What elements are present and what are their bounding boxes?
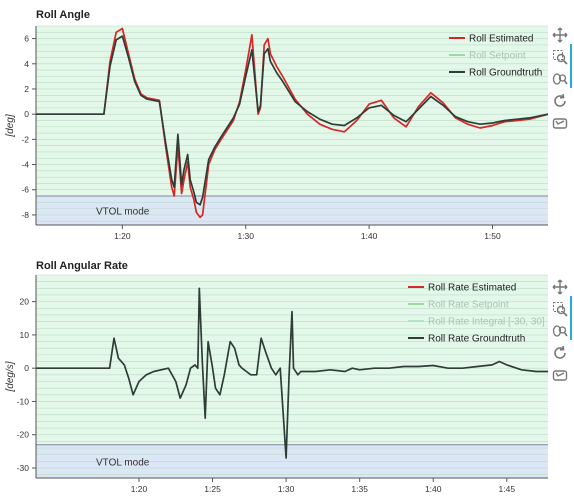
legend-label: Roll Rate Setpoint (428, 300, 509, 311)
y-tick-label: -30 (17, 463, 30, 473)
wheel-zoom-icon[interactable] (551, 70, 569, 88)
x-tick-label: 1:20 (131, 484, 148, 494)
y-tick-label: 6 (24, 34, 29, 44)
y-tick-label: 20 (20, 297, 30, 307)
legend-label: Roll Rate Estimated (428, 283, 516, 294)
save-icon[interactable] (551, 366, 569, 384)
legend-label: Roll Estimated (469, 34, 533, 45)
y-tick-label: 10 (20, 330, 30, 340)
y-tick-label: -2 (21, 134, 29, 144)
save-icon[interactable] (551, 114, 569, 132)
x-tick-label: 1:25 (204, 484, 221, 494)
roll-angle-chart[interactable]: VTOL mode -8 -6 -4 -2 0 2 4 6 1:20 1:30 1:40 1:50 [de… (0, 0, 550, 250)
y-tick-label: -20 (17, 430, 30, 440)
pan-icon[interactable] (551, 26, 569, 44)
series-line (36, 35, 548, 206)
x-tick-label: 1:35 (351, 484, 368, 494)
y-tick-label: -8 (21, 210, 29, 220)
reset-icon[interactable] (551, 92, 569, 110)
x-tick-label: 1:30 (237, 231, 254, 241)
legend-label: Roll Rate Groundtruth (428, 334, 525, 345)
roll-rate-panel: Roll Angular Rate VTOL mode -30 -20 -10 0 10 2… (0, 250, 574, 500)
active-tool-indicator (570, 296, 572, 340)
roll-angle-panel: Roll Angle VTOL mode -8 -6 -4 -2 0 2 4 6 1:20 1:30… (0, 0, 572, 250)
x-tick-label: 1:40 (361, 231, 378, 241)
x-tick-label: 1:45 (499, 484, 516, 494)
x-tick-label: 1:40 (425, 484, 442, 494)
legend-label: Roll Groundtruth (469, 68, 542, 79)
chart-title: Roll Angle (36, 9, 90, 21)
y-tick-label: -6 (21, 185, 29, 195)
y-tick-label: 0 (24, 109, 29, 119)
x-tick-label: 1:50 (484, 231, 501, 241)
y-axis-title: [deg/s] (5, 361, 16, 392)
legend: Roll Rate Estimated Roll Rate Setpoint Rol… (408, 283, 545, 345)
region-label: VTOL mode (96, 207, 150, 218)
box-zoom-icon[interactable] (551, 300, 569, 318)
region-label: VTOL mode (96, 457, 150, 468)
plot-background (36, 275, 548, 478)
series-line (36, 27, 548, 219)
y-tick-label: -4 (21, 160, 29, 170)
x-tick-label: 1:30 (278, 484, 295, 494)
wheel-zoom-icon[interactable] (551, 322, 569, 340)
roll-rate-chart[interactable]: VTOL mode -30 -20 -10 0 10 20 1:20 1:25 1:30 1:35 1… (0, 250, 550, 500)
reset-icon[interactable] (551, 344, 569, 362)
y-tick-label: 4 (24, 59, 29, 69)
y-tick-label: 0 (24, 363, 29, 373)
x-tick-label: 1:20 (114, 231, 131, 241)
y-tick-label: 2 (24, 84, 29, 94)
legend-label: Roll Rate Integral [-30, 30] (428, 317, 545, 328)
active-tool-indicator (570, 44, 572, 88)
box-zoom-icon[interactable] (551, 48, 569, 66)
series-line (36, 287, 548, 459)
pan-icon[interactable] (551, 278, 569, 296)
y-tick-label: -10 (17, 396, 30, 406)
plot-background (36, 26, 548, 225)
region-band (36, 196, 548, 225)
legend-label: Roll Setpoint (469, 51, 526, 62)
y-axis-title: [deg] (5, 114, 16, 137)
chart-title: Roll Angular Rate (36, 260, 128, 272)
legend: Roll Estimated Roll Setpoint Roll Groundtr… (449, 34, 542, 79)
